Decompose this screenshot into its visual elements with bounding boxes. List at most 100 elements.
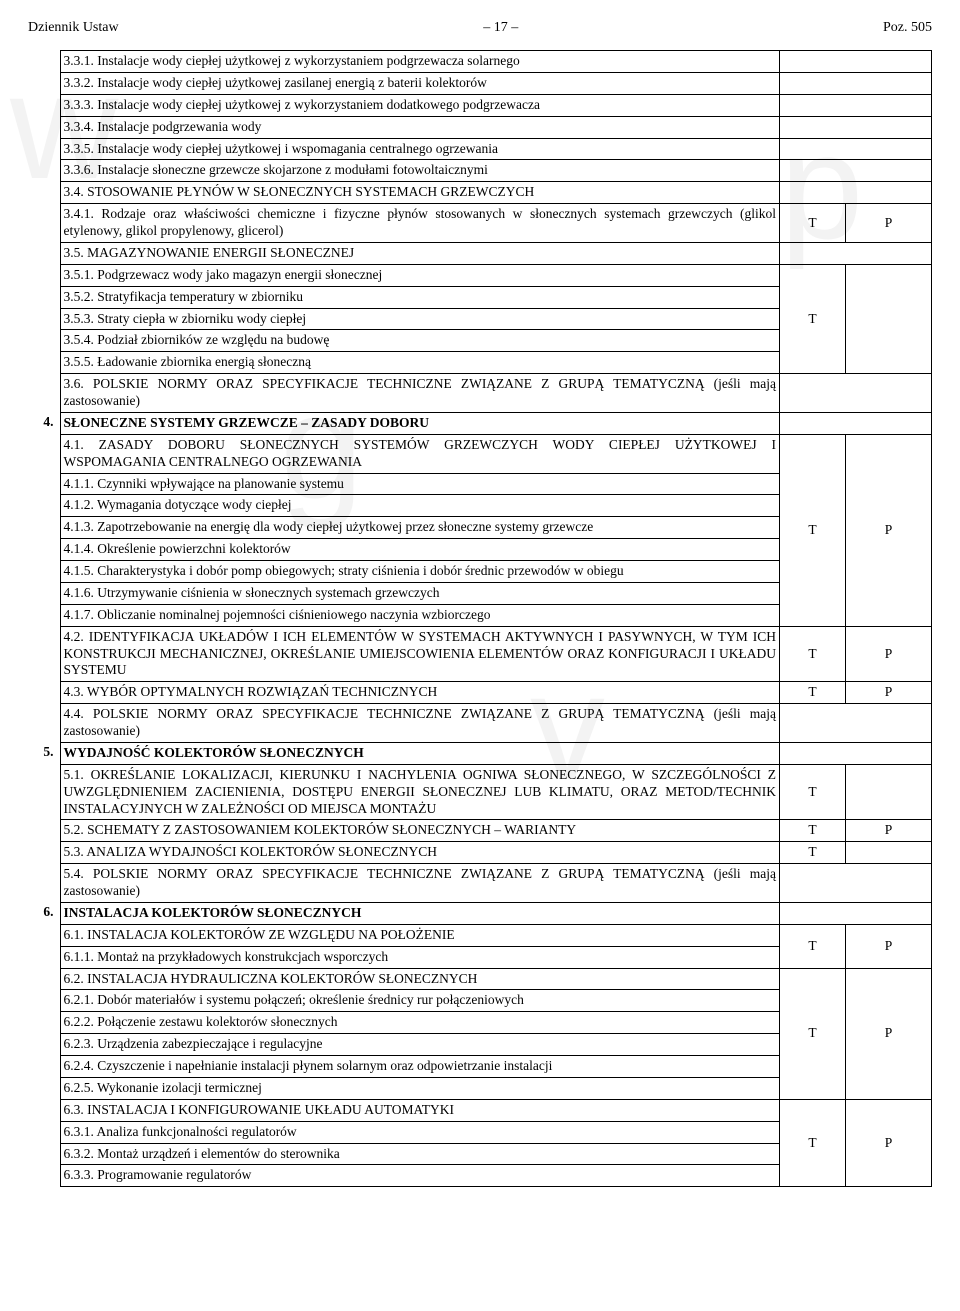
row-number (28, 946, 60, 968)
col-t: T (780, 968, 846, 1099)
row-tp-empty (780, 704, 932, 743)
row-text: 6.3. INSTALACJA I KONFIGUROWANIE UKŁADU … (60, 1099, 780, 1121)
row-text: 4.1. ZASADY DOBORU SŁONECZNYCH SYSTEMÓW … (60, 434, 780, 473)
row-number: 4. (28, 412, 60, 434)
row-text: 3.3.4. Instalacje podgrzewania wody (60, 116, 780, 138)
col-t: T (780, 820, 846, 842)
row-number (28, 561, 60, 583)
row-number (28, 1099, 60, 1121)
row-text: 4.1.6. Utrzymywanie ciśnienia w słoneczn… (60, 582, 780, 604)
table-row: 3.4.1. Rodzaje oraz właściwości chemiczn… (28, 204, 932, 243)
row-number (28, 182, 60, 204)
row-text: 6.2. INSTALACJA HYDRAULICZNA KOLEKTORÓW … (60, 968, 780, 990)
row-text: 6.2.3. Urządzenia zabezpieczające i regu… (60, 1034, 780, 1056)
row-number (28, 308, 60, 330)
col-p (846, 264, 932, 373)
row-text: 4.1.1. Czynniki wpływające na planowanie… (60, 473, 780, 495)
col-p: P (846, 626, 932, 682)
row-number (28, 374, 60, 413)
row-number: 5. (28, 742, 60, 764)
table-row: 5.3. ANALIZA WYDAJNOŚCI KOLEKTORÓW SŁONE… (28, 842, 932, 864)
row-text: 3.3.6. Instalacje słoneczne grzewcze sko… (60, 160, 780, 182)
table-row: 3.4. STOSOWANIE PŁYNÓW W SŁONECZNYCH SYS… (28, 182, 932, 204)
row-tp-empty (780, 116, 932, 138)
row-text: 4.1.3. Zapotrzebowanie na energię dla wo… (60, 517, 780, 539)
row-text: 6.2.5. Wykonanie izolacji termicznej (60, 1077, 780, 1099)
row-number (28, 682, 60, 704)
table-row: 4.1. ZASADY DOBORU SŁONECZNYCH SYSTEMÓW … (28, 434, 932, 473)
content-table: 3.3.1. Instalacje wody ciepłej użytkowej… (28, 50, 932, 1187)
col-t: T (780, 434, 846, 626)
row-tp-empty (780, 412, 932, 434)
row-tp-empty (780, 94, 932, 116)
row-number (28, 286, 60, 308)
row-number (28, 842, 60, 864)
col-p (846, 842, 932, 864)
table-row: 6.INSTALACJA KOLEKTORÓW SŁONECZNYCH (28, 902, 932, 924)
table-row: 3.3.1. Instalacje wody ciepłej użytkowej… (28, 51, 932, 73)
col-p: P (846, 820, 932, 842)
row-number (28, 330, 60, 352)
table-row: 6.2. INSTALACJA HYDRAULICZNA KOLEKTORÓW … (28, 968, 932, 990)
row-text: 4.4. POLSKIE NORMY ORAZ SPECYFIKACJE TEC… (60, 704, 780, 743)
row-number (28, 539, 60, 561)
table-row: 4.3. WYBÓR OPTYMALNYCH ROZWIĄZAŃ TECHNIC… (28, 682, 932, 704)
row-number (28, 434, 60, 473)
row-number (28, 1056, 60, 1078)
col-p (846, 764, 932, 820)
table-row: 4.SŁONECZNE SYSTEMY GRZEWCZE – ZASADY DO… (28, 412, 932, 434)
row-text: 3.3.3. Instalacje wody ciepłej użytkowej… (60, 94, 780, 116)
row-number (28, 1143, 60, 1165)
table-row: 4.4. POLSKIE NORMY ORAZ SPECYFIKACJE TEC… (28, 704, 932, 743)
row-number (28, 94, 60, 116)
header-left: Dziennik Ustaw (28, 20, 119, 36)
row-text: 4.3. WYBÓR OPTYMALNYCH ROZWIĄZAŃ TECHNIC… (60, 682, 780, 704)
row-text: 3.4.1. Rodzaje oraz właściwości chemiczn… (60, 204, 780, 243)
row-tp-empty (780, 902, 932, 924)
table-row: 5.4. POLSKIE NORMY ORAZ SPECYFIKACJE TEC… (28, 864, 932, 903)
table-row: 3.5.1. Podgrzewacz wody jako magazyn ene… (28, 264, 932, 286)
table-row: 6.1. INSTALACJA KOLEKTORÓW ZE WZGLĘDU NA… (28, 924, 932, 946)
row-text: 4.1.7. Obliczanie nominalnej pojemności … (60, 604, 780, 626)
row-text: 6.2.1. Dobór materiałów i systemu połącz… (60, 990, 780, 1012)
col-t: T (780, 204, 846, 243)
row-number (28, 517, 60, 539)
table-row: 3.3.2. Instalacje wody ciepłej użytkowej… (28, 72, 932, 94)
row-tp-empty (780, 51, 932, 73)
col-t: T (780, 842, 846, 864)
row-text: 3.4. STOSOWANIE PŁYNÓW W SŁONECZNYCH SYS… (60, 182, 780, 204)
row-tp-empty (780, 72, 932, 94)
table-row: 3.3.5. Instalacje wody ciepłej użytkowej… (28, 138, 932, 160)
row-number (28, 582, 60, 604)
row-number (28, 51, 60, 73)
row-tp-empty (780, 864, 932, 903)
row-text: 3.5.1. Podgrzewacz wody jako magazyn ene… (60, 264, 780, 286)
row-text: 4.1.2. Wymagania dotyczące wody ciepłej (60, 495, 780, 517)
row-number (28, 604, 60, 626)
col-p: P (846, 968, 932, 1099)
col-p: P (846, 924, 932, 968)
row-number (28, 1012, 60, 1034)
table-row: 5.2. SCHEMATY Z ZASTOSOWANIEM KOLEKTORÓW… (28, 820, 932, 842)
row-number (28, 352, 60, 374)
row-number (28, 204, 60, 243)
col-t: T (780, 764, 846, 820)
row-tp-empty (780, 374, 932, 413)
col-t: T (780, 264, 846, 373)
row-number (28, 968, 60, 990)
row-text: 3.6. POLSKIE NORMY ORAZ SPECYFIKACJE TEC… (60, 374, 780, 413)
row-number (28, 820, 60, 842)
header-center: – 17 – (483, 20, 518, 36)
table-row: 3.3.6. Instalacje słoneczne grzewcze sko… (28, 160, 932, 182)
row-text: 6.1. INSTALACJA KOLEKTORÓW ZE WZGLĘDU NA… (60, 924, 780, 946)
row-text: 6.3.3. Programowanie regulatorów (60, 1165, 780, 1187)
row-number (28, 473, 60, 495)
table-row: 3.6. POLSKIE NORMY ORAZ SPECYFIKACJE TEC… (28, 374, 932, 413)
row-number (28, 138, 60, 160)
row-number: 6. (28, 902, 60, 924)
col-t: T (780, 682, 846, 704)
row-tp-empty (780, 242, 932, 264)
row-text: 4.1.5. Charakterystyka i dobór pomp obie… (60, 561, 780, 583)
row-text: 3.3.5. Instalacje wody ciepłej użytkowej… (60, 138, 780, 160)
row-text: 5.2. SCHEMATY Z ZASTOSOWANIEM KOLEKTORÓW… (60, 820, 780, 842)
